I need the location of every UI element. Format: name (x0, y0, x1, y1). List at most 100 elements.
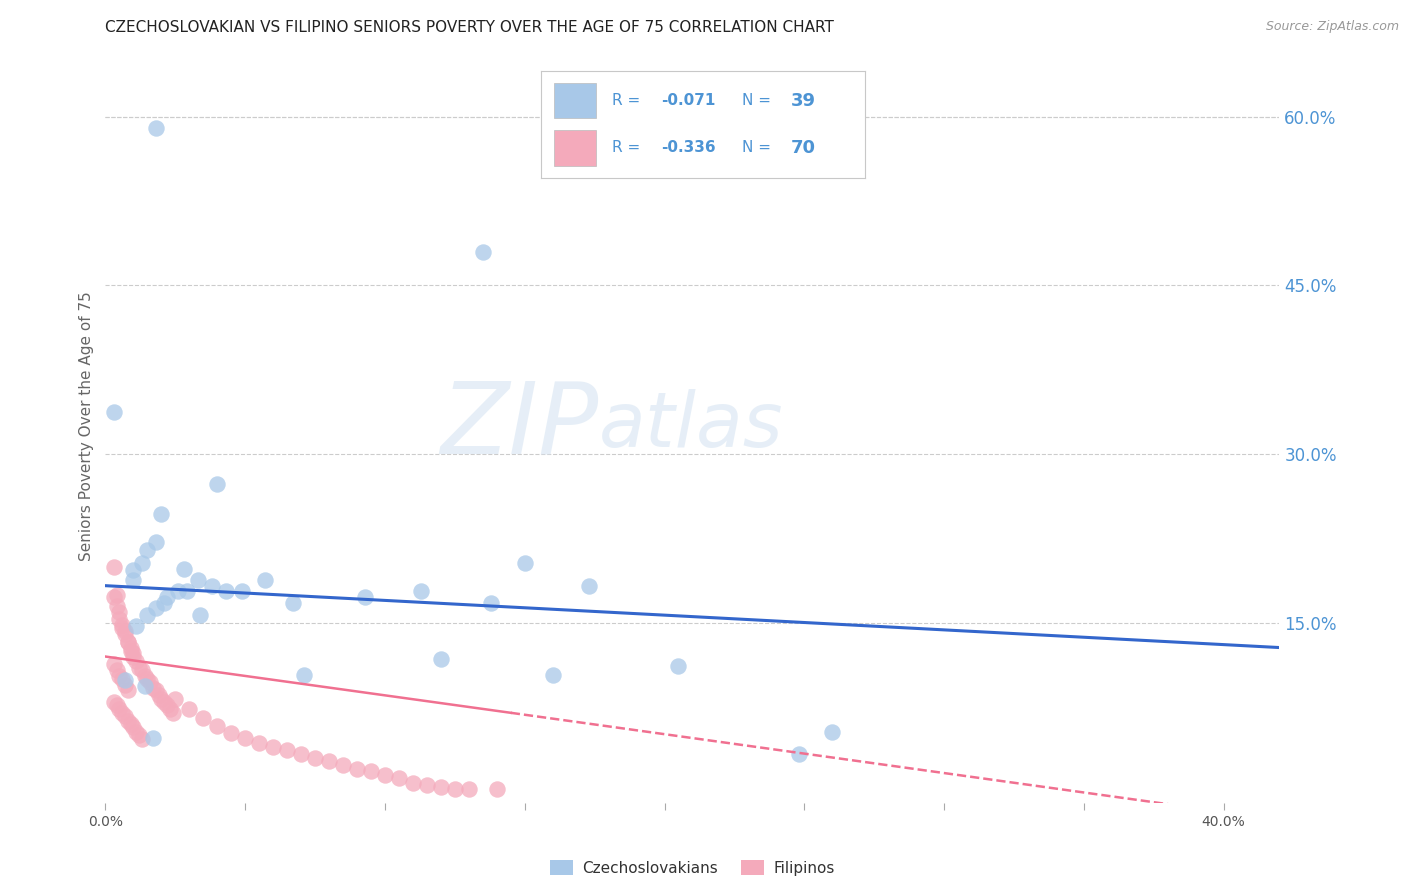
Point (233, 731, 256, 745)
Point (402, 775, 425, 789)
Text: atlas: atlas (599, 389, 783, 463)
Point (388, 771, 411, 785)
Point (105, 599, 128, 613)
Point (304, 751, 326, 765)
Point (125, 619, 148, 633)
Point (105, 698, 128, 712)
Point (105, 588, 128, 602)
Point (444, 782, 467, 797)
Point (173, 562, 195, 576)
Point (103, 405, 125, 419)
Point (117, 714, 139, 728)
Text: CZECHOSLOVAKIAN VS FILIPINO SENIORS POVERTY OVER THE AGE OF 75 CORRELATION CHART: CZECHOSLOVAKIAN VS FILIPINO SENIORS POVE… (105, 20, 834, 35)
Point (247, 736, 270, 750)
Point (128, 728, 150, 742)
Point (668, 658, 690, 673)
Point (122, 649, 145, 664)
Point (122, 721, 145, 735)
Point (114, 673, 136, 688)
Point (176, 584, 198, 599)
Text: N =: N = (742, 94, 776, 108)
Point (190, 607, 212, 622)
Text: 70: 70 (790, 139, 815, 157)
Point (128, 661, 150, 675)
Point (513, 556, 536, 570)
Point (136, 672, 159, 686)
Point (150, 507, 173, 521)
Point (108, 668, 131, 682)
Point (111, 618, 134, 632)
Point (120, 644, 142, 658)
Point (162, 706, 184, 720)
Point (156, 698, 179, 712)
Point (114, 624, 136, 638)
Text: ZIP: ZIP (440, 377, 599, 475)
Point (485, 782, 508, 797)
Text: Source: ZipAtlas.com: Source: ZipAtlas.com (1265, 20, 1399, 33)
Point (117, 683, 139, 698)
Point (131, 556, 153, 570)
Point (207, 719, 229, 733)
Point (148, 688, 170, 702)
Point (471, 244, 494, 259)
Point (125, 654, 148, 668)
Point (281, 596, 304, 610)
Legend: Czechoslovakians, Filipinos: Czechoslovakians, Filipinos (544, 854, 841, 882)
Point (108, 702, 131, 716)
Point (125, 725, 148, 739)
Point (120, 640, 142, 655)
Point (120, 717, 142, 731)
Point (134, 679, 156, 693)
Point (787, 747, 810, 762)
Point (103, 694, 125, 708)
Point (136, 607, 159, 622)
Point (231, 584, 253, 599)
FancyBboxPatch shape (554, 83, 596, 119)
Point (262, 739, 284, 754)
Point (354, 590, 377, 604)
Point (374, 767, 396, 781)
Text: -0.336: -0.336 (661, 140, 716, 155)
Point (219, 726, 242, 740)
Point (332, 757, 354, 772)
Point (214, 584, 236, 599)
Point (292, 667, 315, 681)
Y-axis label: Seniors Poverty Over the Age of 75: Seniors Poverty Over the Age of 75 (79, 291, 94, 561)
Point (145, 120, 167, 135)
Point (139, 675, 162, 690)
Point (430, 652, 453, 666)
Point (114, 678, 136, 692)
Point (253, 573, 276, 587)
Point (193, 711, 215, 725)
Point (142, 731, 165, 745)
Point (122, 646, 145, 660)
Point (187, 573, 209, 587)
Point (117, 635, 139, 649)
Point (479, 596, 502, 610)
Point (111, 622, 134, 636)
Point (165, 692, 187, 706)
Point (145, 683, 167, 698)
Point (150, 692, 173, 706)
Point (122, 563, 145, 577)
Point (103, 657, 125, 672)
Point (159, 702, 181, 716)
Point (318, 754, 340, 768)
Point (117, 635, 139, 649)
Point (821, 725, 844, 739)
Point (114, 627, 136, 641)
Text: N =: N = (742, 140, 776, 155)
Point (105, 663, 128, 677)
Text: R =: R = (613, 94, 645, 108)
Point (153, 694, 176, 708)
Point (136, 542, 159, 557)
Point (145, 601, 167, 615)
Point (430, 780, 453, 794)
Text: 39: 39 (790, 92, 815, 110)
Point (131, 731, 153, 746)
Point (201, 579, 224, 593)
Point (541, 667, 564, 681)
Point (122, 573, 145, 587)
FancyBboxPatch shape (554, 130, 596, 166)
Point (179, 702, 201, 716)
